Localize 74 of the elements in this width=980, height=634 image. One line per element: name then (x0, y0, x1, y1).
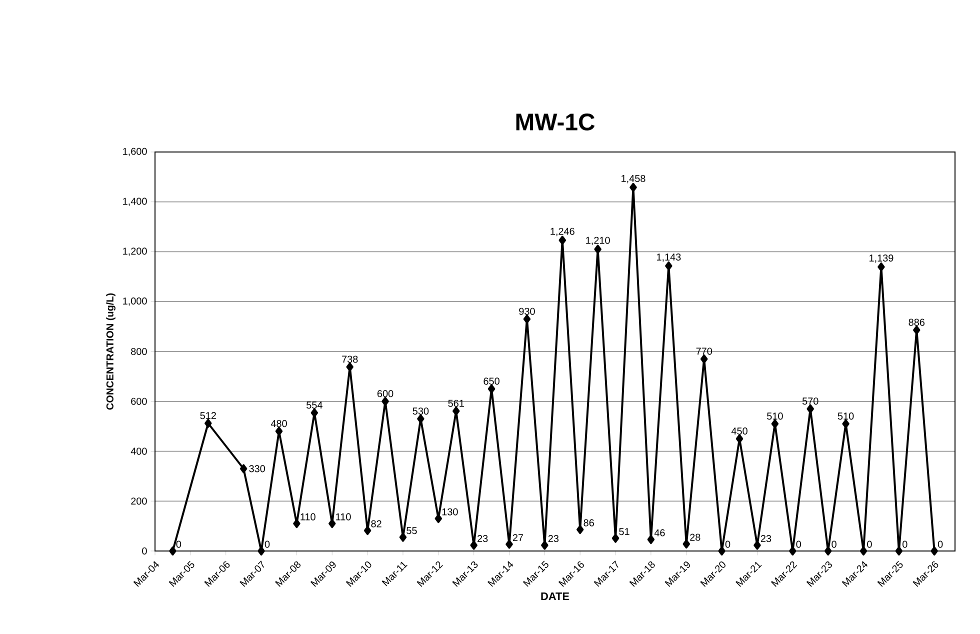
data-label: 330 (249, 465, 266, 472)
data-label: 600 (377, 390, 394, 398)
data-label: 510 (767, 412, 783, 420)
point (860, 546, 868, 556)
data-label: 28 (690, 534, 700, 541)
data-label: 650 (484, 378, 500, 385)
data-label: 82 (371, 520, 382, 528)
point (328, 519, 336, 528)
data-label: 110 (300, 513, 316, 520)
data-label: 1,143 (656, 254, 681, 262)
point (647, 535, 655, 544)
y-tick-label: 1,000 (123, 297, 147, 306)
y-tick-label: 1,600 (123, 148, 147, 156)
point (240, 464, 248, 474)
data-label: 55 (406, 527, 417, 534)
data-label: 480 (270, 420, 287, 428)
data-label: 561 (448, 400, 464, 407)
point (523, 314, 531, 324)
point (364, 526, 372, 536)
point (434, 514, 442, 524)
data-label: 0 (176, 540, 182, 548)
point (506, 540, 513, 549)
data-label: 1,139 (870, 254, 894, 263)
data-label: 0 (264, 540, 270, 548)
data-label: 23 (478, 535, 488, 542)
y-axis-title: CONCENTRATION (ug/L) (106, 293, 116, 410)
x-axis-title: DATE (541, 592, 570, 600)
y-tick-label: 1,400 (123, 198, 147, 206)
chart-title: MW-1C (516, 114, 595, 130)
data-label: 51 (619, 528, 630, 536)
data-label: 0 (796, 540, 802, 548)
data-label: 450 (731, 428, 748, 435)
data-label: 930 (519, 308, 535, 315)
y-tick-label: 800 (131, 348, 147, 356)
point (930, 546, 938, 556)
point (754, 540, 761, 550)
data-label: 770 (696, 348, 712, 355)
point (913, 326, 920, 335)
point (470, 540, 478, 550)
data-label: 0 (902, 540, 908, 548)
data-label: 1,210 (586, 236, 610, 246)
data-label: 1,458 (622, 174, 646, 184)
y-tick-label: 400 (130, 448, 147, 455)
point (576, 525, 584, 534)
point (169, 546, 176, 556)
point (895, 546, 903, 556)
data-label: 130 (442, 508, 458, 516)
data-label: 23 (548, 535, 559, 542)
data-label: 86 (584, 519, 594, 526)
data-label: 46 (654, 529, 665, 536)
data-label: 512 (200, 412, 216, 420)
data-label: 554 (306, 402, 322, 409)
data-label: 530 (412, 408, 429, 415)
point (293, 519, 300, 528)
y-tick-label: 1,200 (123, 248, 147, 256)
data-label: 0 (832, 540, 836, 548)
data-label: 27 (512, 534, 524, 542)
y-tick-label: 0 (142, 547, 147, 555)
point (594, 244, 602, 254)
data-label: 738 (342, 356, 358, 363)
y-tick-label: 200 (131, 498, 147, 505)
data-label: 0 (725, 540, 730, 548)
data-label: 510 (838, 412, 854, 420)
data-label: 110 (336, 513, 351, 520)
data-label: 23 (760, 535, 772, 542)
data-label: 570 (802, 398, 818, 405)
data-label: 0 (867, 540, 872, 548)
y-tick-label: 600 (131, 398, 147, 405)
point (541, 540, 548, 550)
data-label: 0 (938, 540, 943, 548)
point (612, 534, 620, 543)
point (682, 540, 690, 549)
data-label: 886 (908, 318, 925, 326)
data-label: 1,246 (550, 228, 574, 236)
